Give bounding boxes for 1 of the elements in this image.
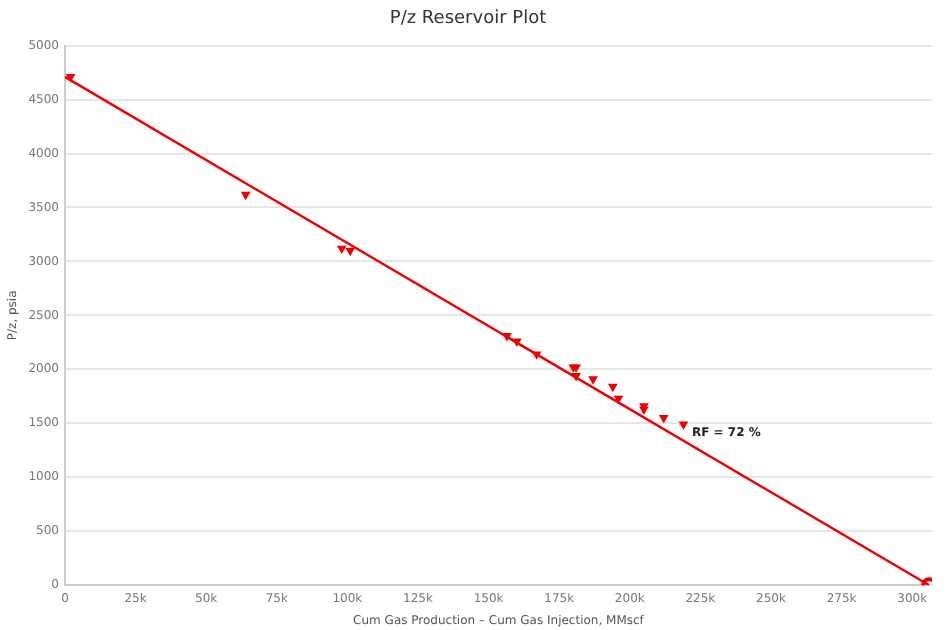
chart-title: P/z Reservoir Plot	[389, 9, 548, 30]
